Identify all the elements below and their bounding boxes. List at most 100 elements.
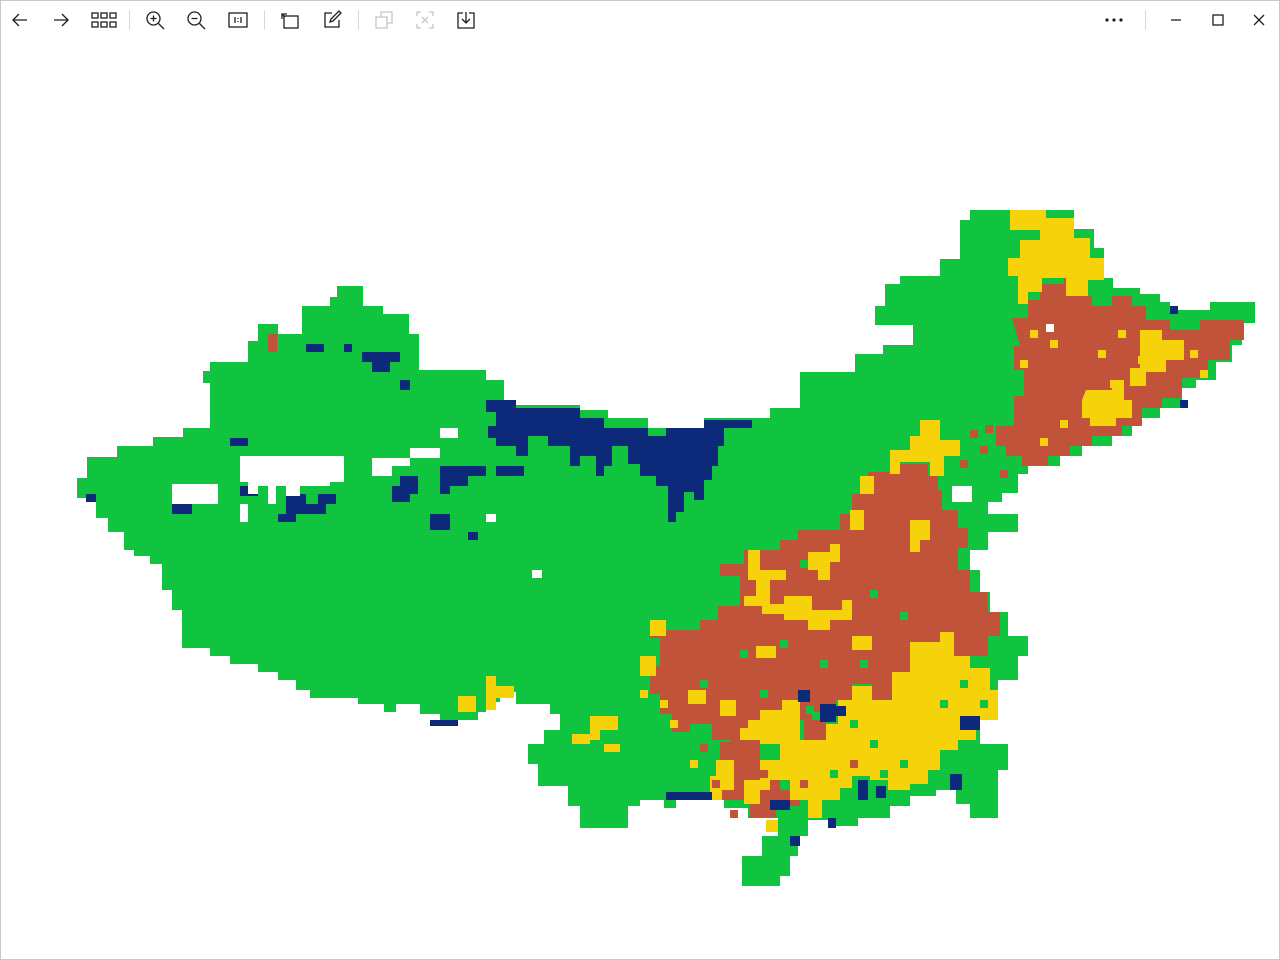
edit-icon: [324, 10, 342, 28]
category-region: [486, 676, 514, 710]
category-region: [496, 466, 524, 476]
grid-icon: [91, 12, 117, 28]
category-region: [770, 800, 790, 810]
category-region: [400, 380, 410, 390]
back-button[interactable]: [4, 4, 36, 36]
duplicate-icon: [375, 11, 393, 29]
toolbar-separator: [1145, 10, 1146, 30]
white-hole: [440, 428, 458, 438]
grid-cell: [800, 780, 808, 788]
grid-cell: [870, 740, 878, 748]
grid-cell: [985, 425, 993, 433]
category-region: [430, 514, 450, 530]
category-region: [440, 466, 486, 494]
close-button[interactable]: [1243, 4, 1275, 36]
grid-cell: [780, 640, 788, 648]
grid-cell: [812, 712, 820, 720]
category-region: [392, 476, 418, 502]
category-region: [808, 544, 840, 580]
zoom-in-icon: [146, 11, 165, 30]
grid-cell: [712, 780, 720, 788]
grid-cell: [940, 700, 948, 708]
category-region: [362, 352, 400, 372]
white-hole: [240, 456, 344, 496]
category-region: [488, 408, 752, 522]
zoom-out-button[interactable]: [180, 4, 212, 36]
category-region: [910, 520, 930, 552]
grid-cell: [820, 660, 828, 668]
maximize-button[interactable]: [1202, 4, 1234, 36]
category-region: [306, 344, 324, 352]
category-region: [1008, 210, 1104, 304]
category-region: [744, 550, 786, 614]
all-photos-button[interactable]: [87, 4, 121, 36]
save-button[interactable]: [450, 4, 482, 36]
forward-button[interactable]: [45, 4, 77, 36]
category-region: [890, 420, 960, 476]
grid-cell: [900, 612, 908, 620]
edit-button[interactable]: [316, 4, 348, 36]
category-region: [996, 278, 1244, 466]
grid-cell: [660, 700, 668, 708]
more-icon: [1105, 18, 1123, 22]
category-region: [666, 792, 712, 800]
category-region: [1082, 380, 1132, 426]
grid-cell: [1040, 438, 1048, 446]
rotate-icon: [281, 13, 299, 29]
category-region: [458, 696, 476, 712]
category-region: [1130, 330, 1184, 386]
white-hole: [410, 448, 440, 458]
category-region: [798, 690, 810, 702]
grid-cell: [1020, 360, 1028, 368]
category-region: [828, 818, 836, 828]
grid-cell: [1098, 350, 1106, 358]
category-region: [766, 820, 778, 832]
category-region: [858, 780, 868, 800]
zoom-in-button[interactable]: [139, 4, 171, 36]
category-region: [1180, 400, 1188, 408]
category-region: [172, 504, 192, 514]
grid-cell: [1150, 330, 1158, 338]
more-options-button[interactable]: [1098, 4, 1130, 36]
category-region: [790, 836, 800, 846]
category-region: [590, 716, 618, 740]
white-hole: [1046, 324, 1054, 332]
grid-cell: [900, 760, 908, 768]
toolbar: [0, 0, 1280, 40]
grid-cell: [960, 460, 968, 468]
grid-cell: [830, 770, 838, 778]
grid-cell: [1118, 330, 1126, 338]
category-region: [650, 620, 666, 636]
category-region: [344, 344, 352, 352]
category-region: [784, 596, 852, 630]
grid-cell: [1030, 330, 1038, 338]
white-hole: [952, 486, 972, 502]
island-region: [742, 846, 790, 886]
toolbar-separator: [129, 10, 130, 30]
actual-size-button[interactable]: [222, 4, 254, 36]
category-region: [468, 532, 478, 540]
grid-cell: [980, 446, 988, 454]
image-viewer[interactable]: [0, 40, 1280, 958]
white-hole: [268, 486, 276, 504]
grid-cell: [1200, 370, 1208, 378]
crop-button[interactable]: [409, 4, 441, 36]
actual-size-icon: [228, 12, 248, 28]
grid-cell: [860, 660, 868, 668]
grid-cell: [670, 720, 678, 728]
grid-cell: [880, 770, 888, 778]
category-region: [230, 438, 248, 446]
rotate-button[interactable]: [274, 4, 306, 36]
island-region: [962, 744, 1008, 818]
category-region: [740, 632, 998, 818]
minimize-button[interactable]: [1160, 4, 1192, 36]
grid-cell: [960, 680, 968, 688]
grid-cell: [1000, 470, 1008, 478]
grid-cell: [1110, 380, 1118, 388]
white-hole: [486, 514, 496, 522]
grid-cell: [970, 430, 978, 438]
category-region: [572, 734, 590, 744]
duplicate-button[interactable]: [368, 4, 400, 36]
grid-cell: [800, 560, 808, 568]
category-region: [876, 786, 886, 798]
